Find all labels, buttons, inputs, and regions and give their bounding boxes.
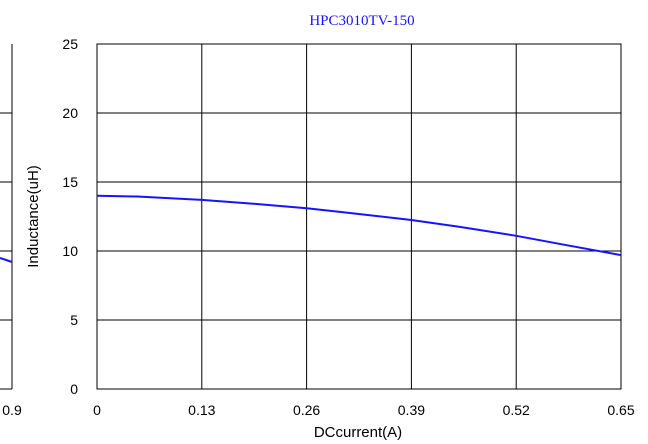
x-tick-label: 0.13 [188, 402, 215, 418]
y-tick-label: 15 [62, 174, 78, 190]
y-tick-label: 20 [62, 105, 78, 121]
y-tick-labels: 0 5 10 15 20 25 [62, 36, 78, 397]
x-tick-label: 0.65 [607, 402, 634, 418]
x-tick-label: 0.26 [293, 402, 320, 418]
x-tick-label: 0 [93, 402, 101, 418]
chart-title: HPC3010TV-150 [309, 13, 414, 29]
x-tick-label: 0.39 [398, 402, 425, 418]
y-tick-label: 25 [62, 36, 78, 52]
left-grid [0, 112, 12, 390]
y-tick-label: 0 [70, 381, 78, 397]
y-tick-label: 10 [62, 243, 78, 259]
series-line [96, 194, 622, 257]
plot-frame [96, 43, 622, 390]
y-axis-label: Inductance(uH) [25, 165, 42, 268]
main-chart: HPC3010TV-150 0 5 10 15 20 25 0 0.13 0.26 0.39 0.… [25, 13, 635, 441]
x-tick-labels: 0 0.13 0.26 0.39 0.52 0.65 [93, 402, 635, 418]
left-x-tick-label: 0.9 [2, 402, 22, 418]
x-tick-label: 0.52 [503, 402, 530, 418]
left-partial-chart: 0.9 [0, 44, 22, 418]
y-tick-label: 5 [70, 312, 78, 328]
grid [97, 44, 621, 389]
x-axis-label: DCcurrent(A) [314, 424, 402, 441]
left-series-line [0, 256, 13, 263]
